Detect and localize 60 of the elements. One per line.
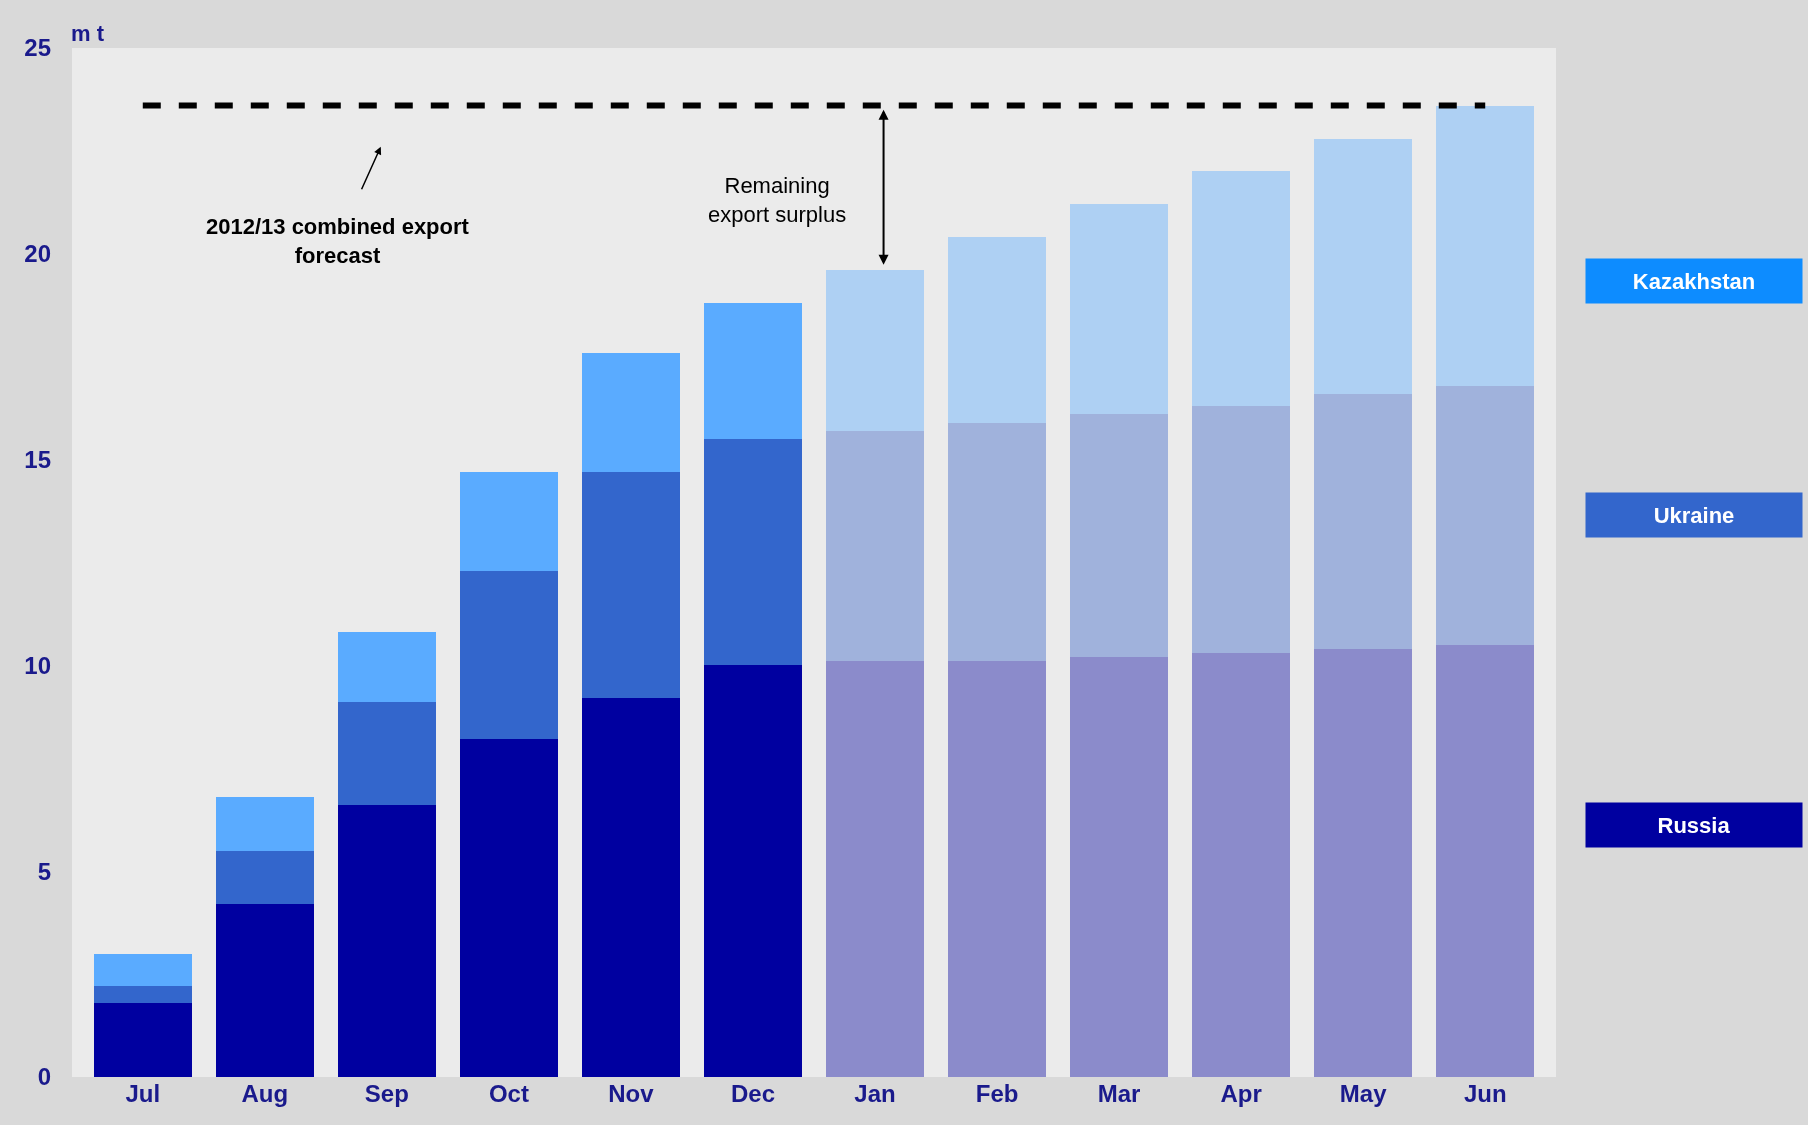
bar <box>338 632 436 703</box>
x-tick-label: Jul <box>125 1080 161 1107</box>
text: Ukraine <box>1653 502 1735 528</box>
bar <box>826 270 924 431</box>
bar <box>1192 171 1290 407</box>
bar <box>93 953 192 987</box>
bar <box>948 661 1046 1077</box>
bar <box>826 661 924 1077</box>
bar <box>582 352 680 472</box>
x-tick-label: Feb <box>975 1080 1019 1107</box>
bar <box>460 739 558 1077</box>
bar <box>1436 385 1535 645</box>
y-axis-title: m t <box>71 21 105 46</box>
bar <box>582 698 680 1077</box>
bar <box>1314 393 1412 649</box>
bar <box>93 1002 192 1077</box>
bar <box>1314 648 1412 1077</box>
bar <box>338 702 436 806</box>
x-tick-label: Jun <box>1463 1080 1507 1107</box>
x-tick-label: Dec <box>730 1080 775 1107</box>
bar <box>1070 657 1168 1077</box>
text: Kazakhstan <box>1632 268 1756 294</box>
x-tick-label: Jan <box>854 1080 896 1107</box>
x-tick-label: Oct <box>488 1080 529 1107</box>
bar <box>948 237 1046 423</box>
y-tick-label: 0 <box>37 1063 51 1091</box>
y-tick-label: 20 <box>24 240 51 268</box>
bar <box>948 422 1046 662</box>
bar <box>1436 644 1535 1077</box>
bar <box>460 570 558 740</box>
bar <box>216 797 314 851</box>
x-tick-label: May <box>1339 1080 1388 1107</box>
bar <box>460 471 558 571</box>
bar <box>1070 204 1168 415</box>
annotation: Remaining export surplus <box>708 173 847 227</box>
bar <box>1070 414 1168 658</box>
x-tick-label: Nov <box>608 1080 655 1107</box>
annotation: 2012/13 combined export forecast <box>206 214 470 268</box>
y-tick-label: 5 <box>37 857 51 885</box>
text: Russia <box>1657 812 1731 838</box>
bar <box>704 439 802 666</box>
x-tick-label: Mar <box>1097 1080 1141 1107</box>
y-tick-label: 25 <box>24 34 51 62</box>
bar <box>93 986 192 1003</box>
x-tick-label: Apr <box>1220 1080 1262 1107</box>
bar <box>582 471 680 699</box>
bar <box>1192 406 1290 654</box>
bar <box>1436 105 1535 386</box>
y-tick-label: 10 <box>24 651 51 679</box>
bar <box>1314 138 1412 394</box>
bar <box>216 850 314 905</box>
bar <box>1192 653 1290 1077</box>
x-tick-label: Sep <box>364 1080 409 1107</box>
bar <box>704 303 802 440</box>
bar <box>826 430 924 662</box>
bar <box>338 805 436 1077</box>
x-tick-label: Aug <box>241 1080 289 1107</box>
y-tick-label: 15 <box>24 446 51 473</box>
bar <box>216 904 314 1077</box>
bar <box>704 665 802 1077</box>
